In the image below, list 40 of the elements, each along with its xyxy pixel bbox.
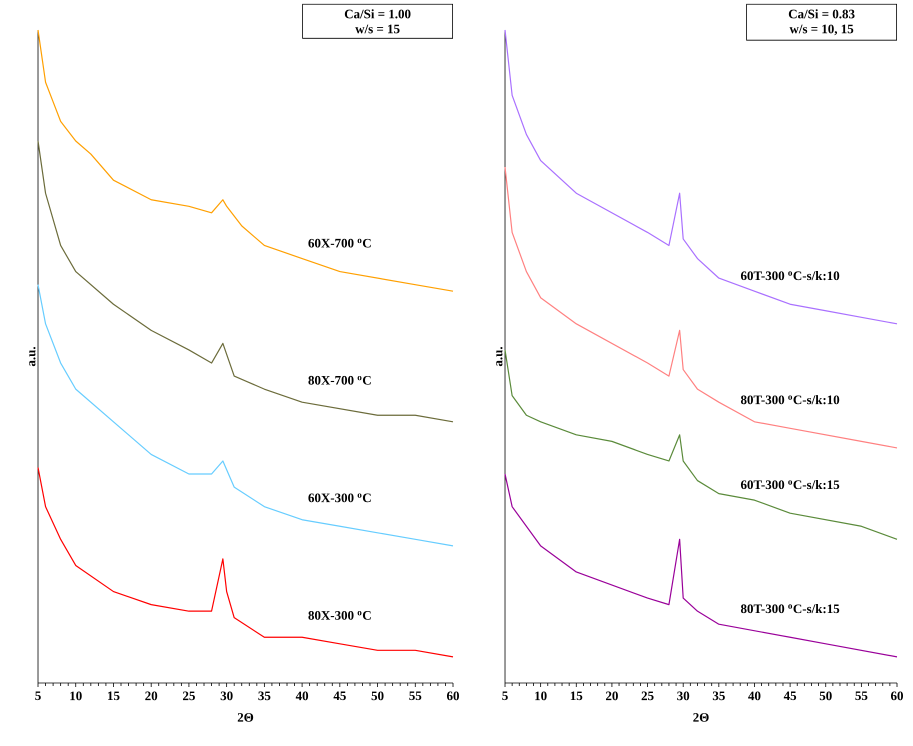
y-axis-title: a.u. <box>496 346 502 366</box>
x-tick-label: 35 <box>258 691 270 700</box>
x-tick-label: 15 <box>108 692 120 700</box>
x-tick-label: 25 <box>642 691 654 700</box>
x-tick-label: 45 <box>334 691 346 700</box>
x-tick-label: 60 <box>890 692 903 700</box>
x-tick-label: 50 <box>372 692 384 700</box>
x-tick-label: 50 <box>820 692 832 700</box>
series-label: 60X-300 $^{o}$C <box>308 493 371 502</box>
x-tick-label: 60 <box>446 692 459 700</box>
x-tick-label: 40 <box>296 692 308 700</box>
y-axis-title: a.u. <box>29 346 36 366</box>
x-tick-label: 20 <box>145 692 158 700</box>
x-tick-label: 20 <box>606 692 618 700</box>
x-tick-label: 5 <box>35 691 41 700</box>
x-tick-label: 15 <box>570 692 582 700</box>
x-tick-label: 55 <box>409 691 422 700</box>
x-tick-label: 10 <box>535 692 547 700</box>
series-label: 80T-300 $^{o}$C-s/k:15 <box>740 604 840 614</box>
series-label: 60T-300 $^{o}$C-s/k:10 <box>740 271 840 280</box>
series-label: 80X-300 $^{o}$C <box>308 611 371 620</box>
x-tick-label: 45 <box>784 691 796 700</box>
x-tick-label: 25 <box>182 691 195 700</box>
x-axis-title: 2Θ <box>693 713 709 722</box>
text: Ca/Si = 0.83 <box>788 9 855 18</box>
series-label: 60T-300 $^{o}$C-s/k:15 <box>740 480 840 490</box>
series-label: 60X-700 $^{o}$C <box>308 238 371 248</box>
x-tick-label: 55 <box>855 691 868 700</box>
x-tick-label: 30 <box>677 692 690 700</box>
series-label: 80X-700 $^{o}$C <box>308 376 371 385</box>
x-tick-label: 30 <box>220 692 233 700</box>
annotation: w/s = 10, 15 <box>790 24 854 36</box>
x-tick-label: 10 <box>70 692 82 700</box>
text: Ca/Si = 1.00 <box>344 9 410 18</box>
x-tick-label: 5 <box>502 691 508 700</box>
series-label: 80T-300 $^{o}$C-s/k:10 <box>740 395 840 404</box>
x-tick-label: 40 <box>748 692 760 700</box>
x-tick-label: 35 <box>712 691 725 700</box>
x-axis-title: 2Θ <box>238 713 254 722</box>
annotation: w/s = 15 <box>355 24 400 34</box>
